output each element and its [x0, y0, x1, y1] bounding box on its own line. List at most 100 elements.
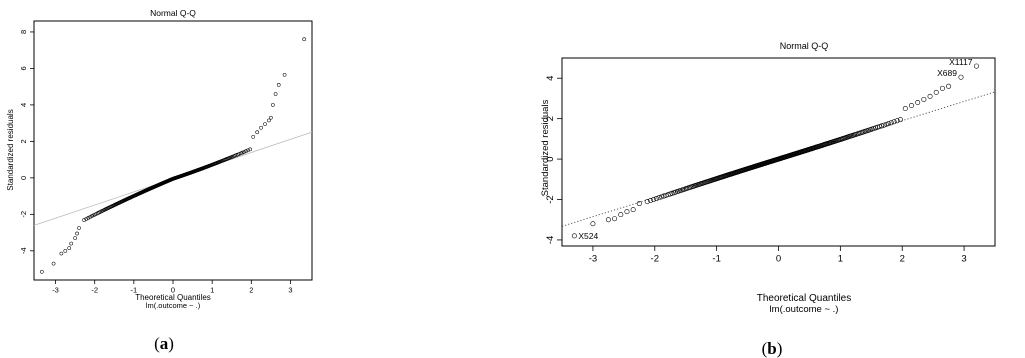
qq-point	[946, 83, 952, 89]
qq-point	[894, 118, 900, 124]
qq-point	[915, 99, 921, 105]
qq-point	[933, 89, 939, 95]
qq-point	[653, 196, 659, 202]
qq-point	[88, 215, 92, 219]
qq-point	[267, 118, 271, 123]
x-tick-label: 0	[776, 254, 781, 265]
y-tick-label: 2	[545, 116, 556, 121]
qq-point	[73, 236, 77, 240]
x-tick-label: -2	[651, 254, 659, 265]
caption-a: (a)	[154, 334, 174, 353]
qq-point	[877, 124, 883, 130]
y-tick-label: 6	[19, 66, 28, 70]
qq-point	[881, 122, 887, 128]
x-tick-label: 3	[288, 286, 292, 295]
qq-point	[251, 134, 256, 139]
qq-point	[605, 217, 611, 223]
qq-point	[661, 193, 667, 199]
panel-a-plot-frame	[33, 20, 313, 281]
panel-b-points	[571, 63, 979, 239]
panel-a-title: Normal Q-Q	[150, 8, 196, 18]
y-tick-label: 4	[19, 103, 28, 107]
qq-point	[651, 196, 657, 202]
qq-point	[939, 85, 945, 91]
qq-point	[888, 120, 894, 126]
qq-point	[271, 103, 275, 107]
qq-point	[282, 72, 287, 77]
qq-point	[883, 121, 889, 127]
y-tick-label: 2	[19, 139, 28, 143]
qq-point	[656, 195, 662, 201]
qq-point	[612, 216, 618, 222]
y-tick-label: 0	[19, 176, 28, 180]
qq-point	[908, 103, 914, 109]
y-tick-label: -2	[19, 211, 28, 218]
x-tick-label: -3	[589, 254, 597, 265]
y-tick-label: 4	[545, 76, 556, 81]
x-tick-label: -2	[91, 286, 98, 295]
qq-point	[63, 248, 68, 253]
panel-b: Normal Q-Q Theoretical Quantiles lm(.out…	[540, 41, 996, 315]
qq-point	[630, 207, 636, 213]
qq-point	[263, 122, 267, 126]
qq-point	[891, 119, 897, 125]
panel-b-x-ticks: -3 -2 -1 0 1 2 3	[589, 246, 967, 265]
panel-a-y-axis-label: Standardized residuals	[6, 109, 15, 190]
caption-b-letter: b	[767, 339, 776, 358]
qq-point	[276, 83, 281, 87]
qq-point	[624, 209, 630, 215]
panel-a-x-axis-sublabel: lm(.outcome ~ .)	[146, 301, 201, 310]
panel-b-plot-frame	[561, 57, 996, 247]
qq-point	[648, 198, 654, 204]
qq-point	[77, 226, 81, 230]
panel-b-x-axis-label: Theoretical Quantiles	[757, 293, 852, 304]
panel-a-y-ticks: -4 -2 0 2 4 6 8	[19, 30, 34, 254]
caption-a-letter: a	[160, 334, 169, 353]
qq-point	[958, 74, 964, 80]
qq-point	[273, 92, 278, 96]
qq-point	[238, 151, 243, 156]
panel-b-x-axis-sublabel: lm(.outcome ~ .)	[770, 304, 839, 315]
qq-point	[67, 246, 72, 250]
x-tick-label: 3	[961, 254, 966, 265]
y-tick-label: 8	[19, 30, 28, 34]
y-tick-label: -4	[19, 247, 28, 254]
qq-point	[902, 106, 908, 112]
panel-a-points	[40, 37, 306, 274]
qq-point	[921, 96, 927, 102]
qq-point	[86, 216, 91, 220]
outlier-label: X1117	[949, 57, 973, 67]
qq-point	[255, 130, 260, 135]
qq-point	[246, 148, 250, 153]
qq-point	[59, 251, 64, 256]
qq-point	[879, 123, 885, 129]
qq-point	[302, 37, 306, 42]
qq-point	[69, 241, 74, 246]
qq-point	[242, 150, 246, 154]
qq-point	[84, 217, 89, 221]
panel-b-y-ticks: -4 -2 0 2 4	[545, 76, 562, 244]
qq-point	[590, 221, 596, 227]
qq-point	[269, 115, 273, 120]
panel-a-x-axis-label: Theoretical Quantiles	[135, 293, 211, 302]
qq-point	[248, 147, 252, 152]
qq-point	[244, 149, 248, 153]
x-tick-label: -3	[52, 286, 59, 295]
qq-point	[897, 117, 903, 123]
qq-point	[40, 269, 44, 274]
x-tick-label: 2	[249, 286, 253, 295]
y-tick-label: 0	[545, 156, 556, 161]
y-tick-label: -2	[545, 195, 556, 203]
qq-point	[644, 199, 650, 205]
caption-b: (b)	[762, 339, 783, 358]
panel-b-y-axis-label: Standardized residuals	[540, 99, 551, 196]
qq-point	[571, 233, 577, 239]
panel-b-title: Normal Q-Q	[780, 41, 829, 51]
panel-a-x-ticks: -3 -2 -1 0 1 2 3	[52, 280, 293, 295]
x-tick-label: 2	[900, 254, 905, 265]
qq-point	[51, 261, 56, 266]
qq-point	[973, 63, 979, 69]
qq-point	[659, 194, 665, 200]
